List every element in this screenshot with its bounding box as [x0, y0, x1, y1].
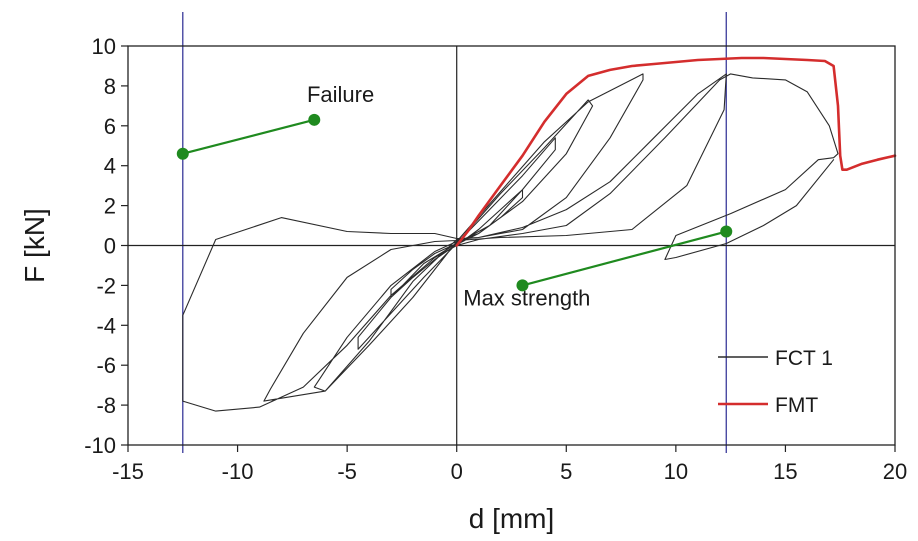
y-tick-label: -2 — [96, 273, 116, 298]
x-axis-title: d [mm] — [469, 503, 555, 534]
legend: FCT 1 FMT — [718, 347, 833, 417]
annotation-marker-end-failure — [308, 113, 321, 126]
x-tick-label: 10 — [664, 459, 688, 484]
annotation-label-max-strength: Max strength — [463, 285, 590, 310]
x-tick-label: -10 — [222, 459, 254, 484]
y-tick-label: -6 — [96, 353, 116, 378]
annotation-marker-start-max-strength — [720, 225, 733, 238]
series-line-fmt — [455, 56, 897, 247]
y-tick-label: -8 — [96, 393, 116, 418]
x-tick-label: 5 — [560, 459, 572, 484]
y-tick-label: 10 — [92, 34, 116, 59]
annotation-leader-failure — [182, 118, 315, 155]
y-tick-label: 0 — [104, 234, 116, 259]
series-group — [182, 56, 897, 412]
y-tick-label: 4 — [104, 154, 116, 179]
y-tick-label: -4 — [96, 313, 116, 338]
y-axis-ticks: -10 -8 -6 -4 -2 0 2 4 6 8 10 — [84, 34, 128, 458]
reference-lines — [128, 12, 895, 453]
legend-label-fct-1: FCT 1 — [775, 347, 833, 370]
y-tick-label: -10 — [84, 433, 116, 458]
y-tick-label: 8 — [104, 74, 116, 99]
x-tick-label: -5 — [337, 459, 357, 484]
annotation-marker-start-failure — [176, 147, 189, 160]
y-axis-title: F [kN] — [19, 208, 50, 283]
x-tick-label: 20 — [883, 459, 907, 484]
x-tick-label: 15 — [773, 459, 797, 484]
y-tick-label: 6 — [104, 114, 116, 139]
x-tick-label: -15 — [112, 459, 144, 484]
x-tick-label: 0 — [451, 459, 463, 484]
annotation-group: Failure Max strength — [176, 82, 733, 310]
series-line-fct-1 — [182, 73, 839, 412]
y-tick-label: 2 — [104, 194, 116, 219]
legend-label-fmt: FMT — [775, 394, 818, 417]
annotation-label-failure: Failure — [307, 82, 374, 107]
annotation-marker-end-max-strength — [516, 279, 529, 292]
x-axis-ticks: -15 -10 -5 0 5 10 15 20 — [112, 445, 907, 484]
annotation-leader-max-strength — [522, 230, 727, 287]
